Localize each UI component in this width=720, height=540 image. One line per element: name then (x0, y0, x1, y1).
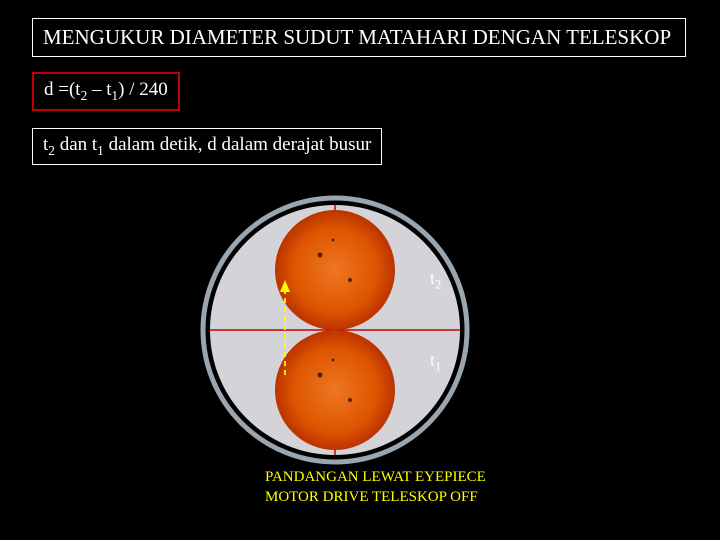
sunspot (332, 239, 335, 242)
sunspot (348, 278, 352, 282)
note-box: t2 dan t1 dalam detik, d dalam derajat b… (32, 128, 382, 165)
sunspot (318, 373, 323, 378)
note-s1: 2 (48, 143, 55, 158)
caption: PANDANGAN LEWAT EYEPIECE MOTOR DRIVE TEL… (265, 468, 486, 507)
note-content: t2 dan t1 dalam detik, d dalam derajat b… (43, 134, 371, 155)
formula-mid: – t (87, 79, 111, 100)
eyepiece-diagram (185, 180, 485, 480)
note-p3: dalam detik, d dalam derajat busur (104, 134, 372, 155)
sunspot (318, 253, 323, 258)
sun-upper (275, 210, 395, 330)
formula-box: d =(t2 – t1) / 240 (32, 72, 180, 111)
title-text: MENGUKUR DIAMETER SUDUT MATAHARI DENGAN … (43, 25, 671, 49)
sunspot (332, 359, 335, 362)
title-box: MENGUKUR DIAMETER SUDUT MATAHARI DENGAN … (32, 18, 686, 57)
formula-content: d =(t2 – t1) / 240 (44, 79, 168, 100)
label-t2: t2 (430, 268, 441, 293)
eyepiece-svg (185, 180, 485, 480)
formula-prefix: d =(t (44, 79, 81, 100)
caption-line-1: PANDANGAN LEWAT EYEPIECE (265, 468, 486, 488)
note-p2: dan t (55, 134, 97, 155)
note-s2: 1 (97, 143, 104, 158)
label-t2-sub: 2 (435, 278, 441, 292)
caption-line-2: MOTOR DRIVE TELESKOP OFF (265, 488, 486, 508)
sunspot (348, 398, 352, 402)
label-t1: t1 (430, 350, 441, 375)
label-t1-sub: 1 (435, 360, 441, 374)
sun-lower (275, 330, 395, 450)
formula-suffix: ) / 240 (118, 79, 168, 100)
